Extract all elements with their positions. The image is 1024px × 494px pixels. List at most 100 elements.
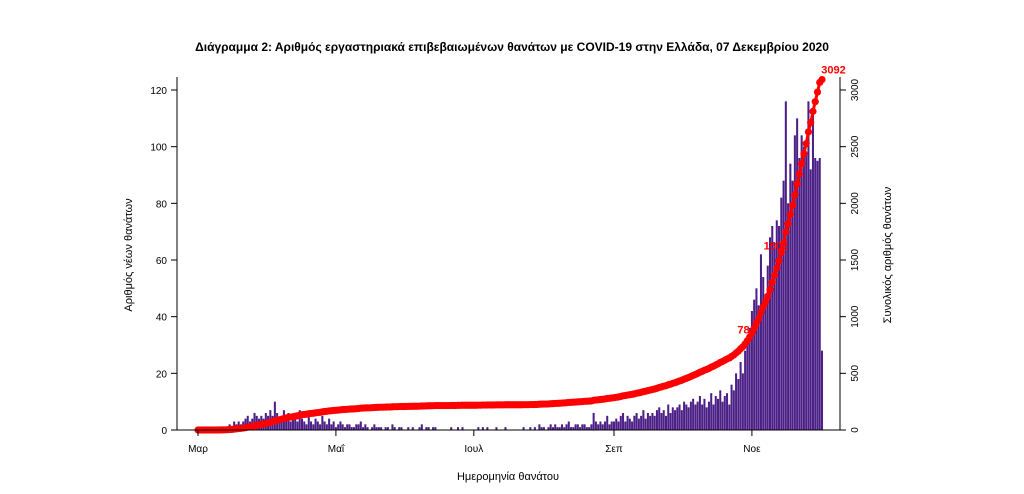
bar	[585, 427, 588, 430]
bar	[529, 427, 532, 430]
cumulative-point	[764, 292, 772, 300]
bar	[735, 373, 738, 430]
cumulative-point	[779, 239, 788, 248]
bar	[692, 398, 695, 430]
cumulative-point	[791, 191, 799, 199]
bar	[741, 373, 744, 430]
cumulative-point	[775, 257, 783, 265]
cumulative-point	[800, 149, 808, 158]
bar	[671, 407, 674, 430]
bar	[658, 407, 661, 430]
bar	[362, 427, 365, 430]
bar	[540, 427, 543, 430]
bar	[461, 427, 464, 430]
bar	[646, 413, 649, 430]
bar	[371, 427, 374, 430]
bar	[655, 410, 658, 430]
bar	[816, 160, 819, 431]
cumulative-point	[786, 210, 794, 218]
bar	[400, 427, 403, 430]
bar	[398, 427, 401, 430]
bar	[698, 396, 701, 430]
bar	[574, 424, 577, 430]
cumulative-point	[761, 298, 770, 306]
bar	[730, 384, 733, 430]
bar	[748, 328, 751, 430]
bar	[581, 424, 584, 430]
bar	[253, 413, 256, 430]
bar	[384, 427, 387, 430]
bar	[565, 424, 568, 430]
bar	[814, 158, 817, 430]
bar	[425, 427, 428, 430]
y-tick-right-label: 0	[850, 427, 861, 433]
bar	[278, 418, 281, 430]
bar	[818, 158, 821, 430]
y-ticks-left: 0 20 40 60 80 100 120	[150, 86, 177, 437]
bar	[549, 424, 552, 430]
bar	[744, 350, 747, 430]
bar	[373, 424, 376, 430]
bar	[603, 421, 606, 430]
bar	[766, 265, 769, 430]
cumulative-point	[811, 98, 819, 106]
bar	[676, 407, 679, 430]
bar	[710, 393, 713, 430]
y-axis-left-label: Αριθμός νέων θανάτων	[123, 198, 135, 312]
y-tick-right-label: 500	[850, 365, 861, 382]
bar	[434, 427, 437, 430]
bar	[289, 421, 292, 430]
bar	[477, 427, 480, 430]
cumulative-point	[789, 201, 797, 210]
bar	[393, 427, 396, 430]
bar	[624, 421, 627, 430]
bar	[348, 424, 351, 430]
bar	[631, 421, 634, 430]
bar	[696, 401, 699, 430]
bar	[380, 427, 383, 430]
bar	[323, 421, 326, 430]
bar	[357, 424, 360, 430]
bar	[705, 407, 708, 430]
cumulative-point	[784, 220, 792, 228]
bar	[481, 427, 484, 430]
bar	[325, 424, 328, 430]
bar	[558, 427, 561, 430]
y-tick-right-label: 2500	[850, 135, 861, 158]
cumulative-point	[807, 119, 815, 127]
bar	[619, 415, 622, 430]
bar	[599, 421, 602, 430]
bar	[355, 424, 358, 430]
bar	[651, 413, 654, 430]
bar	[522, 427, 525, 430]
x-ticks: Μαρ Μαΐ Ιουλ Σεπ Νοε	[188, 430, 761, 455]
bar	[728, 404, 731, 430]
bar	[685, 404, 688, 430]
cumulative-point	[768, 278, 776, 286]
bar	[314, 418, 317, 430]
y-tick-left-label: 60	[156, 256, 168, 267]
bar	[352, 427, 356, 430]
bar	[495, 427, 498, 430]
cumulative-point	[773, 264, 781, 272]
bar	[319, 424, 322, 430]
bar	[644, 418, 647, 430]
x-tick-label: Νοε	[743, 444, 761, 455]
bar	[793, 135, 796, 431]
bar	[762, 277, 765, 430]
bar	[707, 401, 710, 430]
y-tick-left-label: 100	[150, 143, 167, 154]
bar	[628, 418, 631, 430]
bar	[334, 427, 337, 430]
bar	[563, 427, 566, 430]
bar	[601, 424, 604, 430]
bar	[612, 421, 616, 430]
bar	[660, 413, 663, 430]
y-ticks-right: 0 500 1000 1500 2000 2500 3000	[840, 78, 861, 433]
bar	[328, 418, 331, 430]
bar	[757, 305, 760, 430]
bar	[291, 418, 294, 430]
bar	[737, 379, 740, 430]
bar	[560, 424, 564, 430]
bar	[359, 421, 362, 430]
